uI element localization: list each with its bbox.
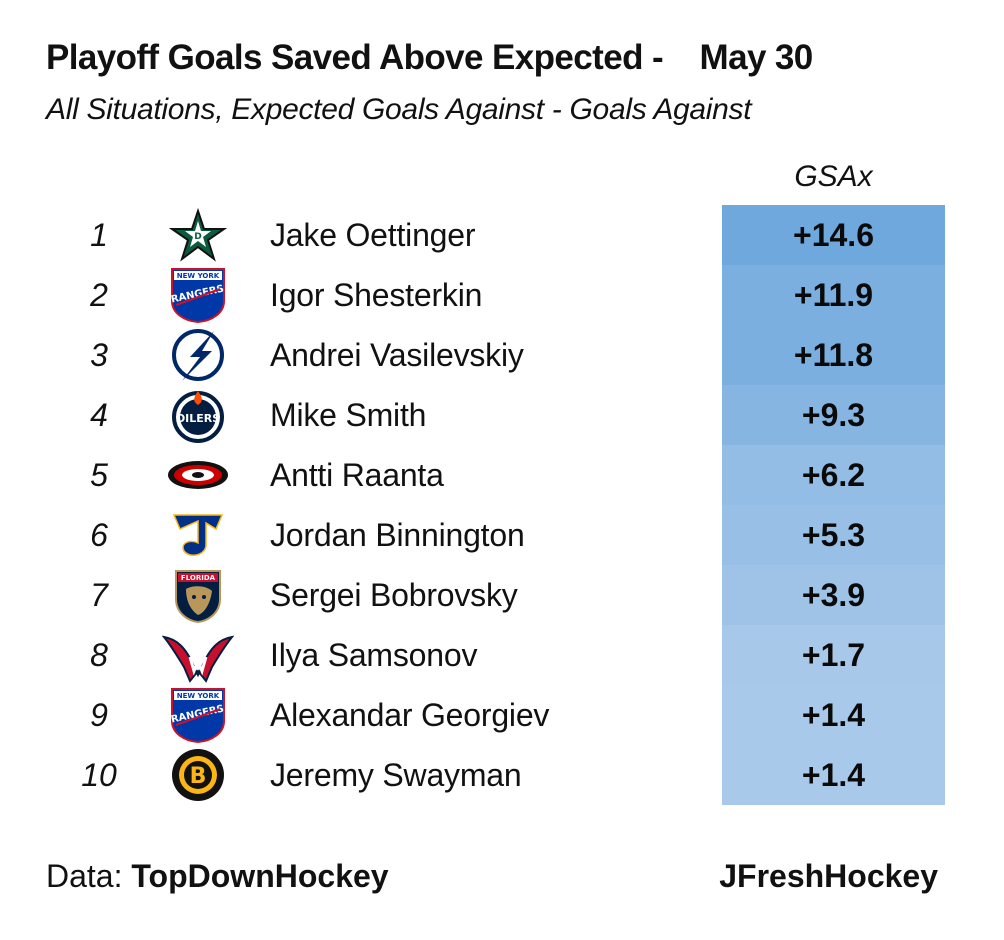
- gsax-value-cell: +1.4: [722, 685, 945, 745]
- st-louis-blues-logo-icon: [162, 507, 234, 563]
- gsax-value-cell: +1.7: [722, 625, 945, 685]
- chart-subtitle: All Situations, Expected Goals Against -…: [46, 93, 752, 126]
- gsax-column-header: GSAx: [794, 160, 873, 193]
- svg-text:NEW YORK: NEW YORK: [177, 272, 220, 280]
- goalie-name: Sergei Bobrovsky: [270, 577, 518, 613]
- tampa-bay-lightning-logo-icon: [162, 327, 234, 383]
- gsax-value-cell: +5.3: [722, 505, 945, 565]
- boston-bruins-logo-icon: B: [162, 747, 234, 803]
- svg-text:OILERS: OILERS: [176, 412, 220, 425]
- data-source-credit: Data: TopDownHockey: [46, 858, 389, 895]
- svg-text:B: B: [190, 764, 207, 789]
- gsax-value-cell: +6.2: [722, 445, 945, 505]
- carolina-hurricanes-logo-icon: [162, 447, 234, 503]
- gsax-value-cell: +1.4: [722, 745, 945, 805]
- rank-number: 6: [90, 517, 108, 553]
- rank-number: 3: [90, 337, 108, 373]
- rank-number: 1: [90, 217, 108, 253]
- chart-title: Playoff Goals Saved Above Expected - May…: [46, 38, 813, 77]
- goalie-name: Mike Smith: [270, 397, 427, 433]
- goalie-name: Alexandar Georgiev: [270, 697, 550, 733]
- author-credit: JFreshHockey: [719, 858, 938, 894]
- goalie-name: Antti Raanta: [270, 457, 444, 493]
- rank-number: 7: [90, 577, 108, 613]
- florida-panthers-logo-icon: FLORIDA: [162, 567, 234, 623]
- goalie-name: Jeremy Swayman: [270, 757, 522, 793]
- gsax-value-cell: +11.8: [722, 325, 945, 385]
- rank-number: 9: [90, 697, 108, 733]
- svg-text:FLORIDA: FLORIDA: [181, 574, 216, 582]
- gsax-value-cell: +11.9: [722, 265, 945, 325]
- rank-number: 10: [81, 757, 117, 793]
- data-source-name: TopDownHockey: [131, 858, 389, 894]
- gsax-value-cell: +9.3: [722, 385, 945, 445]
- new-york-rangers-logo-icon: NEW YORK RANGERS: [162, 267, 234, 323]
- svg-text:NEW YORK: NEW YORK: [177, 692, 220, 700]
- gsax-value-cell: +3.9: [722, 565, 945, 625]
- goalie-name: Ilya Samsonov: [270, 637, 478, 673]
- rank-number: 8: [90, 637, 108, 673]
- edmonton-oilers-logo-icon: OILERS: [162, 387, 234, 443]
- goalie-name: Jordan Binnington: [270, 517, 525, 553]
- dallas-stars-logo-icon: D: [162, 207, 234, 263]
- rank-number: 5: [90, 457, 108, 493]
- rank-number: 2: [90, 277, 108, 313]
- goalie-name: Jake Oettinger: [270, 217, 476, 253]
- washington-capitals-logo-icon: [162, 627, 234, 683]
- gsax-value-cell: +14.6: [722, 205, 945, 265]
- svg-text:D: D: [194, 232, 201, 242]
- goalie-name: Andrei Vasilevskiy: [270, 337, 524, 373]
- rank-number: 4: [90, 397, 108, 433]
- data-source-prefix: Data:: [46, 858, 132, 894]
- new-york-rangers-logo-icon: NEW YORK RANGERS: [162, 687, 234, 743]
- goalie-name: Igor Shesterkin: [270, 277, 483, 313]
